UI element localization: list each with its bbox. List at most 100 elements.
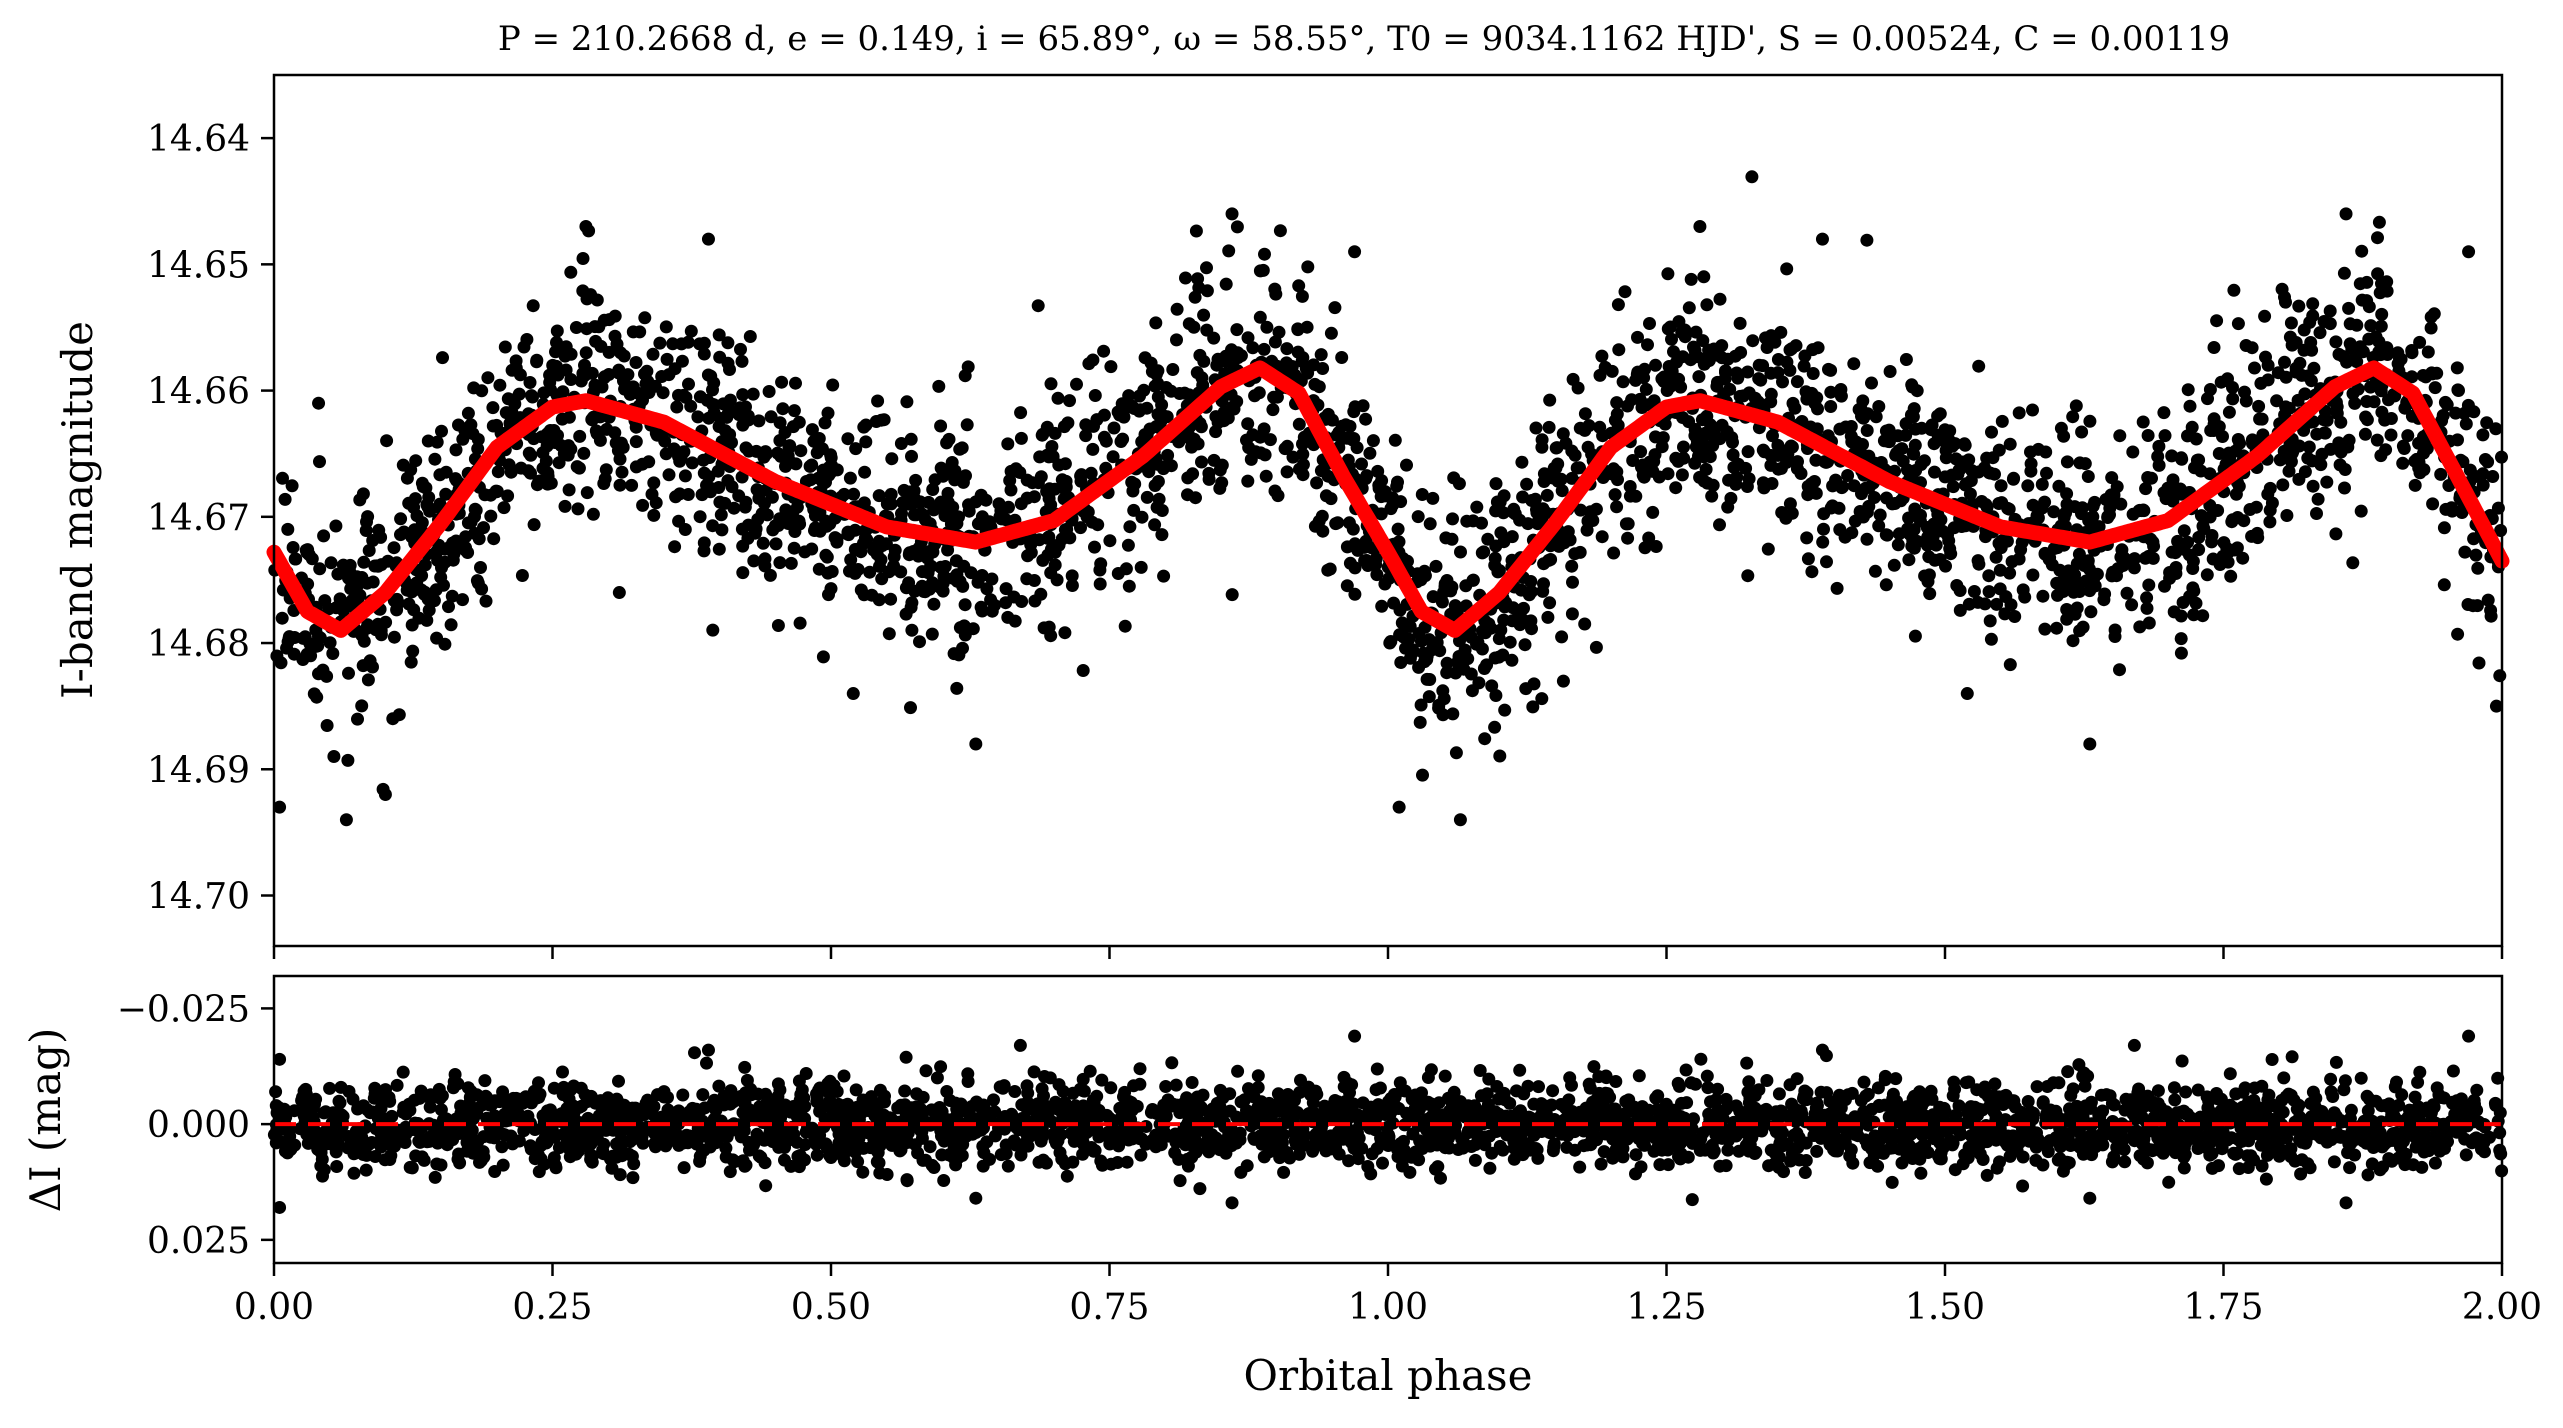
- residual-point: [2066, 1082, 2080, 1096]
- observation-point: [2445, 501, 2458, 515]
- observation-point: [2467, 405, 2481, 419]
- residual-point: [1914, 1166, 1928, 1180]
- observation-point: [1034, 587, 1048, 601]
- observation-point: [324, 556, 338, 570]
- observation-point: [721, 336, 735, 350]
- observation-point: [1958, 438, 1972, 452]
- observation-point: [2455, 506, 2469, 519]
- observation-point: [706, 519, 720, 533]
- observation-point: [2360, 413, 2374, 427]
- observation-point: [1908, 534, 1922, 548]
- observation-point: [372, 523, 386, 537]
- observation-point: [2205, 529, 2219, 542]
- observation-point: [2136, 503, 2150, 517]
- observation-point: [2258, 309, 2272, 323]
- observation-point: [751, 512, 765, 526]
- residual-point: [434, 1103, 448, 1117]
- observation-point: [1741, 569, 1755, 583]
- observation-point: [1414, 698, 1428, 712]
- observation-point: [1844, 429, 1858, 443]
- observation-point: [281, 522, 295, 536]
- observation-point: [481, 371, 495, 385]
- observation-point: [2186, 562, 2200, 575]
- observation-point: [1906, 446, 1920, 460]
- observation-point: [2360, 275, 2374, 289]
- observation-point: [2313, 326, 2327, 340]
- observation-point: [1776, 375, 1789, 389]
- residual-point: [2338, 1074, 2352, 1088]
- observation-point: [576, 252, 590, 265]
- observation-point: [712, 420, 726, 433]
- observation-point: [1335, 351, 1349, 364]
- observation-point: [697, 336, 711, 350]
- observation-point: [2038, 495, 2052, 509]
- observation-point: [2207, 341, 2221, 354]
- observation-point: [435, 424, 448, 438]
- observation-point: [1014, 431, 1028, 445]
- observation-point: [1128, 477, 1142, 491]
- observation-point: [2036, 589, 2050, 603]
- residual-point: [899, 1050, 913, 1064]
- observation-point: [1332, 425, 1346, 439]
- observation-point: [1151, 376, 1165, 390]
- observation-point: [1079, 429, 1093, 443]
- observation-point: [1027, 490, 1041, 504]
- observation-point: [870, 540, 884, 554]
- observation-point: [2279, 370, 2293, 384]
- observation-point: [1244, 452, 1258, 466]
- observation-point: [1207, 331, 1221, 345]
- observation-point: [884, 592, 898, 606]
- observation-point: [2175, 452, 2189, 466]
- observation-point: [2113, 663, 2126, 677]
- observation-point: [858, 465, 872, 479]
- observation-point: [1598, 360, 1612, 374]
- observation-point: [659, 320, 673, 334]
- observation-point: [904, 600, 918, 614]
- observation-point: [1820, 555, 1833, 569]
- observation-point: [1359, 412, 1373, 426]
- observation-point: [1801, 552, 1815, 566]
- residual-point: [696, 1144, 709, 1158]
- observation-point: [1677, 440, 1690, 454]
- residual-point: [2285, 1050, 2299, 1064]
- observation-point: [501, 489, 515, 503]
- residual-point: [1169, 1078, 1183, 1092]
- observation-point: [2086, 499, 2100, 513]
- observation-point: [1688, 343, 1702, 357]
- observation-point: [666, 337, 680, 351]
- observation-point: [2158, 429, 2172, 443]
- observation-point: [608, 309, 622, 323]
- observation-point: [1766, 429, 1779, 443]
- observation-point: [1764, 395, 1778, 409]
- observation-point: [1865, 376, 1878, 390]
- observation-point: [406, 644, 420, 658]
- observation-point: [1478, 732, 1492, 746]
- observation-point: [1728, 349, 1742, 363]
- observation-point: [286, 541, 300, 554]
- observation-point: [305, 552, 319, 566]
- observation-point: [2207, 417, 2221, 431]
- observation-point: [1282, 360, 1296, 374]
- observation-point: [1741, 365, 1755, 379]
- observation-point: [2279, 295, 2292, 309]
- observation-point: [1869, 410, 1883, 424]
- observation-point: [736, 539, 750, 553]
- residual-point: [326, 1106, 340, 1120]
- observation-point: [2047, 505, 2061, 519]
- observation-point: [914, 495, 928, 509]
- outlier-point: [2339, 207, 2353, 221]
- observation-point: [1942, 534, 1956, 548]
- observation-point: [1257, 342, 1271, 356]
- observation-point: [875, 572, 889, 586]
- residual-point: [1597, 1145, 1611, 1159]
- observation-point: [1107, 421, 1121, 435]
- observation-point: [1589, 640, 1603, 654]
- observation-point: [1348, 561, 1362, 575]
- observation-point: [955, 441, 969, 455]
- observation-point: [1697, 270, 1711, 284]
- observation-point: [1308, 377, 1322, 391]
- observation-point: [1340, 579, 1354, 593]
- observation-point: [1447, 471, 1461, 485]
- observation-point: [763, 568, 777, 582]
- observation-point: [1348, 400, 1362, 414]
